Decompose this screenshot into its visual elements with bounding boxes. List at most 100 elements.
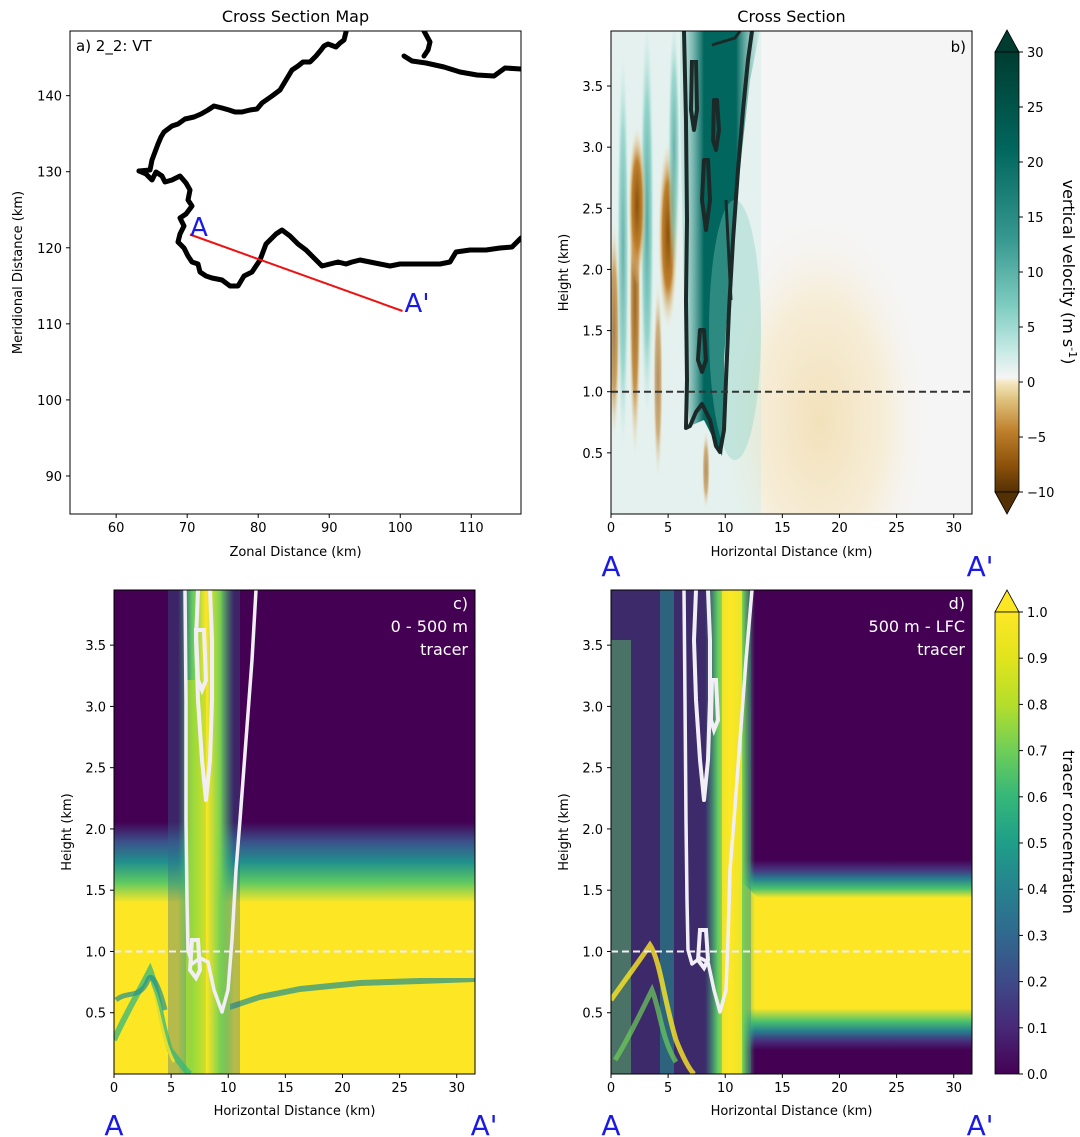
coastline-east xyxy=(401,53,521,79)
y-tick-label: 2.0 xyxy=(582,263,603,278)
panel-c-frame xyxy=(113,589,476,1075)
panel-a: Cross Section Map a) 2_2: VT A A' 60 70 80… xyxy=(11,7,522,560)
w-contour-inner-3 xyxy=(711,98,721,152)
panel-c-label-line-3: tracer xyxy=(420,640,468,659)
colorbar-tracer-gradient xyxy=(994,611,1020,1075)
colorbar-tick-label: 0.5 xyxy=(1027,837,1048,852)
panel-b-frame xyxy=(610,30,973,515)
y-tick-label: 140 xyxy=(37,90,62,105)
panel-d-label-line-1: d) xyxy=(949,594,965,613)
coastline xyxy=(136,31,349,174)
lower-left-swirls-d-2 xyxy=(612,983,679,1064)
lower-left-swirls-c-2 xyxy=(116,986,176,1063)
y-tick-label: 1.0 xyxy=(582,945,603,960)
y-tick-label: 1.0 xyxy=(85,945,106,960)
colorbar-w-ticks: −10 −5 0 5 10 15 20 25 30 xyxy=(1019,46,1054,501)
x-tick-label: 5 xyxy=(167,1081,175,1096)
x-tick-label: 100 xyxy=(388,521,413,536)
panel-b-endpoint-a-prime: A' xyxy=(967,550,994,583)
lower-left-swirls-c-3 xyxy=(114,975,168,1011)
colorbar-w-label-exp: -1 xyxy=(1066,347,1079,358)
map-label-a-prime: A' xyxy=(405,289,430,319)
y-tick-label: 120 xyxy=(37,242,62,257)
panel-d-endpoint-a: A xyxy=(601,1109,620,1137)
colorbar-tick-label: 0.9 xyxy=(1027,652,1048,667)
y-tick-label: 3.0 xyxy=(582,700,603,715)
tracer-contour-c-4 xyxy=(187,938,203,982)
w-contour-inner-6 xyxy=(724,199,733,301)
x-tick-label: 80 xyxy=(250,521,267,536)
colorbar-w-extend-min xyxy=(994,491,1020,515)
colorbar-tick-label: 0 xyxy=(1027,376,1035,391)
x-tick-label: 15 xyxy=(774,1081,791,1096)
panel-a-title: Cross Section Map xyxy=(222,7,369,26)
x-tick-label: 0 xyxy=(607,1081,615,1096)
panel-a-frame xyxy=(69,30,522,515)
colorbar-tick-label: 0.0 xyxy=(1027,1068,1048,1083)
x-tick-label: 10 xyxy=(717,1081,734,1096)
coastline-west xyxy=(136,168,521,289)
x-tick-label: 25 xyxy=(391,1081,408,1096)
colorbar-tick-label: 15 xyxy=(1027,211,1044,226)
colorbar-tick-label: 0.8 xyxy=(1027,698,1048,713)
downdraft-band-3 xyxy=(628,125,646,285)
panel-d-endpoint-a-prime: A' xyxy=(967,1109,994,1137)
y-tick-label: 2.5 xyxy=(582,202,603,217)
updraft-band-2 xyxy=(640,31,654,420)
panel-d: d) 500 m - LFC tracer 0 5 10 15 20 25 30 0.5 1.0… xyxy=(557,589,994,1137)
colorbar-tick-label: 0.7 xyxy=(1027,745,1048,760)
w-contour-outer xyxy=(682,31,754,454)
y-tick-label: 2.0 xyxy=(582,823,603,838)
panel-c-ylabel: Height (km) xyxy=(60,793,75,870)
updraft-band-3 xyxy=(668,31,680,280)
panel-d-ticks: 0 5 10 15 20 25 30 0.5 1.0 1.5 2.0 2.5 3.0 3.5 xyxy=(582,639,962,1096)
updraft-band-1 xyxy=(617,50,629,450)
updraft-halo xyxy=(709,200,761,460)
tracer-contour-d-2 xyxy=(692,590,712,802)
colorbar-tracer-label: tracer concentration xyxy=(1059,750,1078,914)
colorbar-tick-label: 5 xyxy=(1027,321,1035,336)
colorbar-tick-label: 10 xyxy=(1027,266,1044,281)
x-tick-label: 60 xyxy=(108,521,125,536)
colorbar-tick-label: 0.4 xyxy=(1027,883,1048,898)
panel-c: c) 0 - 500 m tracer 0 5 10 15 20 25 30 0.5 1.0 1.… xyxy=(60,589,497,1137)
colorbar-vertical-velocity: −10 −5 0 5 10 15 20 25 30 vertical velocity (m s… xyxy=(994,29,1079,515)
y-tick-label: 3.5 xyxy=(582,639,603,654)
x-tick-label: 30 xyxy=(448,1081,465,1096)
y-tick-label: 1.0 xyxy=(582,386,603,401)
panel-d-xlabel: Horizontal Distance (km) xyxy=(711,1104,873,1119)
coastline-north xyxy=(421,31,433,59)
colorbar-tick-label: 0.2 xyxy=(1027,976,1048,991)
colorbar-tracer-ticks: 0.0 0.1 0.2 0.3 0.4 0.5 0.6 0.7 0.8 0.9 1.0 xyxy=(1019,606,1048,1083)
colorbar-tick-label: 30 xyxy=(1027,46,1044,61)
y-tick-label: 0.5 xyxy=(582,1007,603,1022)
tracer-contour-c-3 xyxy=(193,628,209,696)
x-tick-label: 10 xyxy=(717,521,734,536)
tracer-layer-d-bulge xyxy=(726,800,972,1030)
colorbar-tick-label: 25 xyxy=(1027,101,1044,116)
y-tick-label: 100 xyxy=(37,394,62,409)
y-tick-label: 110 xyxy=(37,318,62,333)
x-tick-label: 30 xyxy=(945,521,962,536)
colorbar-tick-label: −5 xyxy=(1027,431,1046,446)
panel-c-label-line-2: 0 - 500 m xyxy=(391,617,468,636)
tracer-left-band-d xyxy=(611,640,631,1074)
colorbar-w-extend-max xyxy=(994,29,1020,53)
panel-d-frame xyxy=(610,589,973,1075)
y-tick-label: 3.5 xyxy=(582,80,603,95)
tracer-column-c-core xyxy=(186,680,206,1074)
colorbar-tick-label: −10 xyxy=(1027,486,1054,501)
y-tick-label: 2.5 xyxy=(85,762,106,777)
panel-d-ylabel: Height (km) xyxy=(557,793,572,870)
panel-a-ticks: 60 70 80 90 100 110 90 100 110 120 130 140 xyxy=(37,90,484,536)
panel-b-ylabel: Height (km) xyxy=(557,234,572,311)
panel-b-title: Cross Section xyxy=(737,7,845,26)
colorbar-tracer: 0.0 0.1 0.2 0.3 0.4 0.5 0.6 0.7 0.8 0.9 1.0 tracer… xyxy=(994,589,1078,1083)
panel-a-ylabel: Meridional Distance (km) xyxy=(11,191,26,354)
panel-c-endpoint-a: A xyxy=(104,1109,123,1137)
x-tick-label: 15 xyxy=(277,1081,294,1096)
panel-b-xlabel: Horizontal Distance (km) xyxy=(711,545,873,560)
tracer-contour-c-1 xyxy=(183,590,258,1014)
panel-a-xlabel: Zonal Distance (km) xyxy=(229,545,361,560)
x-tick-label: 25 xyxy=(888,1081,905,1096)
